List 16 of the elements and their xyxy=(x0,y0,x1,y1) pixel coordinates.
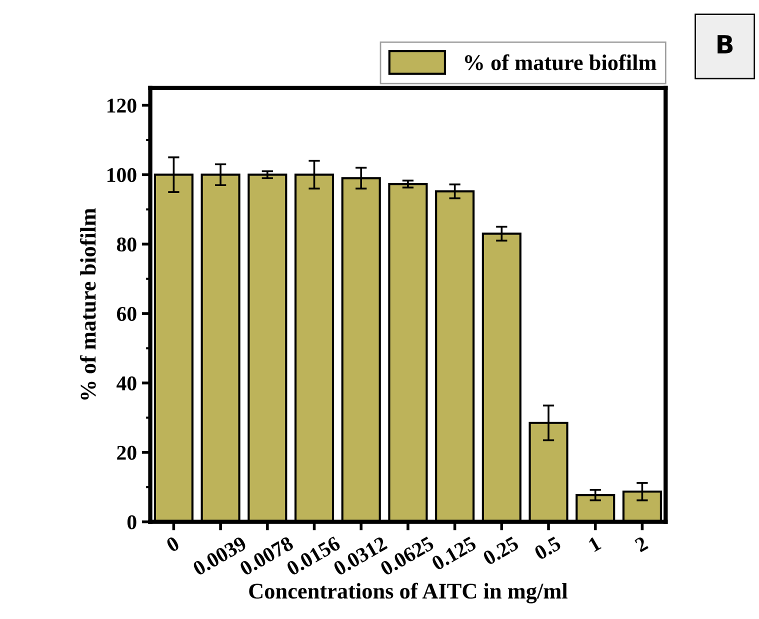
y-tick-label: 60 xyxy=(116,306,136,321)
y-tick-label: 0 xyxy=(127,515,136,530)
y-axis-title: % of mature biofilm xyxy=(80,208,96,400)
y-tick-label: 120 xyxy=(108,98,136,113)
y-tick-label: 20 xyxy=(117,446,136,460)
x-tick-label: 0 xyxy=(165,536,180,553)
text: B xyxy=(718,35,733,54)
x-axis-title: Concentrations of AITC in mg/ml xyxy=(249,582,568,604)
x-tick-label: 0.25 xyxy=(482,536,520,566)
y-tick-label: 100 xyxy=(108,168,136,182)
y-tick-label: 80 xyxy=(116,237,136,252)
x-tick-label: 2 xyxy=(634,536,648,552)
y-tick-label: 40 xyxy=(116,376,136,390)
x-tick-label: 1 xyxy=(588,536,602,552)
x-tick-label: 0.5 xyxy=(534,536,562,560)
legend-label: % of mature biofilm xyxy=(465,54,656,70)
